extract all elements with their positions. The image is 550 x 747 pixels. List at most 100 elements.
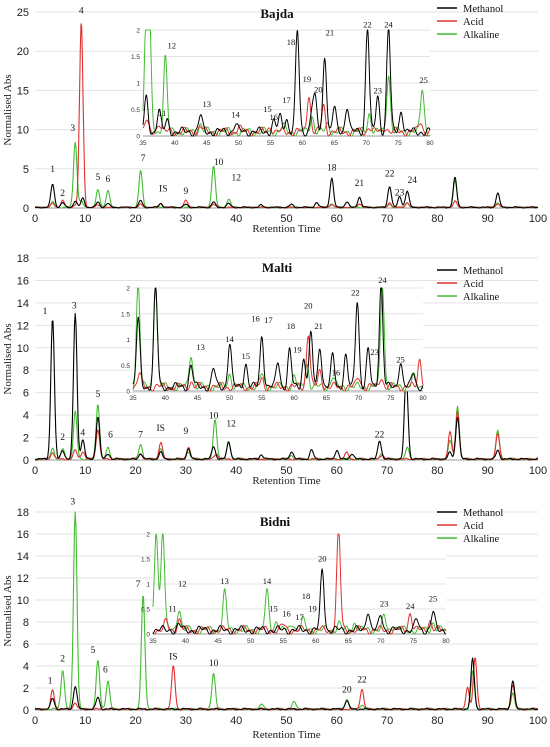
peak-label: 22 [357,676,367,686]
peak-label: 5 [96,390,101,400]
inset-y-tick-label: 0 [146,632,150,639]
inset-peak-label: 17 [282,95,291,105]
x-tick-label: 20 [129,213,141,225]
inset-peak-label: 11 [158,108,166,118]
legend-label: Methanol [463,508,503,519]
inset-x-tick-label: 40 [162,395,170,402]
x-tick-label: 40 [230,715,242,727]
x-tick-label: 80 [431,213,443,225]
x-tick-label: 70 [381,213,393,225]
y-tick-label: 8 [23,365,29,377]
peak-label: 22 [385,170,395,180]
peak-label: IS [157,424,165,434]
inset-peak-label: 12 [178,579,187,589]
legend-label: Methanol [463,266,503,277]
inset-series-line-acid [142,97,431,137]
y-tick-label: 15 [17,85,29,97]
y-tick-label: 16 [17,275,29,287]
inset-x-tick-label: 60 [299,140,307,147]
inset-background [153,530,446,634]
inset-y-tick-label: 1 [136,81,140,88]
inset-peak-label: 18 [287,37,296,47]
inset-x-tick-label: 55 [267,140,275,147]
x-tick-label: 30 [180,465,192,477]
inset-y-tick-label: 1.5 [141,557,150,564]
peak-label: 10 [214,158,224,168]
legend: Methanol Acid Alkaline [437,4,503,41]
x-tick-label: 0 [32,213,38,225]
x-axis-title: Retention Time [252,223,320,235]
peak-label: 22 [375,431,385,441]
inset-x-tick-label: 50 [235,140,243,147]
x-tick-label: 50 [280,715,292,727]
inset-chart: 0 0.5 1 1.5 2 35 40 45 50 55 60 65 70 75 80 11 12 13 14 15 1… [141,530,450,645]
x-axis-title: Retention Time [252,729,320,741]
y-tick-label: 14 [17,551,29,563]
peak-label: IS [169,652,177,662]
y-tick-label: 12 [17,320,29,332]
peak-label: 1 [43,307,48,317]
inset-series-line-methanol [132,287,424,392]
inset-y-tick-label: 2 [126,286,130,293]
legend-label: Acid [463,279,484,290]
y-tick-label: 0 [23,705,29,717]
inset-x-tick-label: 80 [442,638,450,645]
inset-peak-label: 23 [370,347,379,357]
inset-peak-label: 12 [167,41,176,51]
x-tick-label: 10 [79,465,91,477]
x-axis-title: Retention Time [252,475,320,487]
peak-label: 5 [96,173,101,183]
inset-series-line-alkaline [142,29,431,137]
inset-y-tick-label: 0.5 [141,607,150,614]
inset-series-line-methanol [142,29,431,137]
y-axis-title: Normalised Abs [2,575,14,646]
x-tick-label: 60 [331,465,343,477]
y-tick-label: 10 [17,125,29,137]
inset-peak-label: 16 [282,609,291,619]
peak-label: 5 [90,646,95,656]
x-tick-label: 10 [79,715,91,727]
x-tick-label: 100 [529,465,547,477]
chart-title: Bajda [260,6,294,21]
inset-y-tick-label: 1.5 [121,311,130,318]
peak-label: 10 [209,659,219,669]
peak-label: 9 [184,187,189,197]
peak-label: 24 [408,176,418,186]
inset-y-tick-label: 0 [126,389,130,396]
inset-background [133,284,423,391]
inset-peak-label: 24 [378,275,387,285]
inset-x-tick-label: 80 [419,395,427,402]
y-tick-label: 0 [23,203,29,215]
inset-x-tick-label: 65 [345,638,353,645]
inset-series-line-methanol [152,568,447,635]
x-tick-label: 50 [280,213,292,225]
x-tick-label: 0 [32,715,38,727]
peak-label: 6 [106,175,111,185]
legend-label: Alkaline [463,292,499,303]
y-tick-label: 4 [23,410,29,422]
inset-y-tick-label: 2 [136,28,140,35]
inset-x-tick-label: 65 [331,140,339,147]
peak-label: 23 [395,188,405,198]
peak-label: 3 [70,497,75,507]
peak-label: 20 [342,685,352,695]
inset-y-tick-label: 1.5 [131,54,140,61]
x-tick-label: 30 [180,213,192,225]
x-tick-label: 90 [482,465,494,477]
inset-peak-label: 25 [429,594,438,604]
peak-label: 7 [136,580,141,590]
inset-x-tick-label: 45 [203,140,211,147]
inset-chart: 0 0.5 1 1.5 2 35 40 45 50 55 60 65 70 75 80 13 14 15 16 17 1… [121,275,427,402]
chart-title: Bidni [260,514,291,529]
x-tick-label: 80 [431,715,443,727]
peak-label: 3 [72,302,77,312]
y-tick-label: 4 [23,661,29,673]
inset-x-tick-label: 55 [258,395,266,402]
peak-label: 7 [141,154,146,164]
inset-y-tick-label: 1 [126,337,130,344]
y-tick-label: 20 [17,46,29,58]
inset-peak-label: 18 [302,591,311,601]
inset-peak-label: 13 [203,99,212,109]
peak-label: 1 [48,677,53,687]
inset-peak-label: 22 [351,288,360,298]
